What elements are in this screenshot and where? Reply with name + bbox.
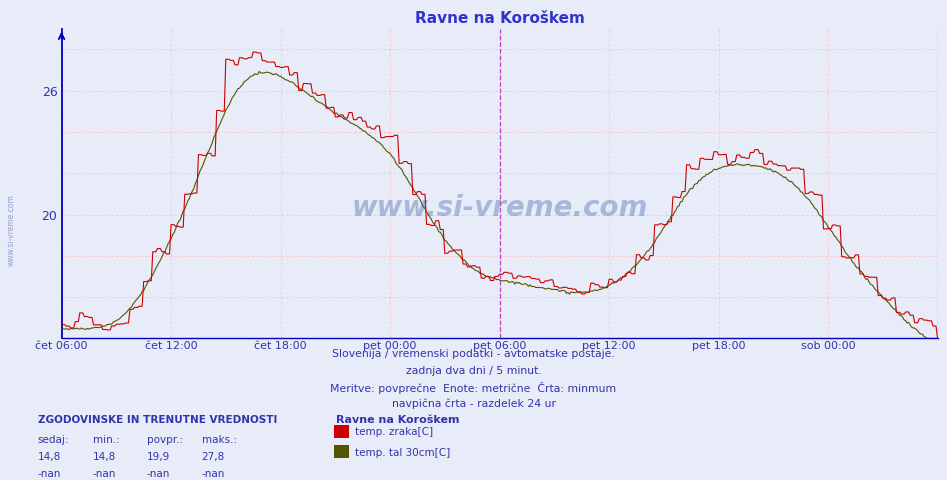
Text: navpična črta - razdelek 24 ur: navpična črta - razdelek 24 ur — [391, 398, 556, 409]
Text: www.si-vreme.com: www.si-vreme.com — [351, 194, 648, 222]
Text: -nan: -nan — [38, 469, 62, 480]
Text: -nan: -nan — [93, 469, 116, 480]
Text: temp. tal 30cm[C]: temp. tal 30cm[C] — [355, 448, 451, 457]
Text: Slovenija / vremenski podatki - avtomatske postaje.: Slovenija / vremenski podatki - avtomats… — [332, 349, 615, 360]
Text: 19,9: 19,9 — [147, 452, 170, 462]
Text: temp. zraka[C]: temp. zraka[C] — [355, 428, 433, 437]
Text: -nan: -nan — [147, 469, 170, 480]
Text: sedaj:: sedaj: — [38, 435, 69, 445]
Text: zadnja dva dni / 5 minut.: zadnja dva dni / 5 minut. — [405, 366, 542, 376]
Text: www.si-vreme.com: www.si-vreme.com — [7, 194, 16, 266]
Text: maks.:: maks.: — [202, 435, 237, 445]
Text: min.:: min.: — [93, 435, 119, 445]
Text: -nan: -nan — [202, 469, 225, 480]
Text: 27,8: 27,8 — [202, 452, 225, 462]
Text: 14,8: 14,8 — [38, 452, 62, 462]
Text: ZGODOVINSKE IN TRENUTNE VREDNOSTI: ZGODOVINSKE IN TRENUTNE VREDNOSTI — [38, 415, 277, 425]
Title: Ravne na Koroškem: Ravne na Koroškem — [415, 11, 584, 26]
Text: 14,8: 14,8 — [93, 452, 116, 462]
Text: Ravne na Koroškem: Ravne na Koroškem — [336, 415, 459, 425]
Text: povpr.:: povpr.: — [147, 435, 183, 445]
Text: Meritve: povprečne  Enote: metrične  Črta: minmum: Meritve: povprečne Enote: metrične Črta:… — [331, 382, 616, 394]
